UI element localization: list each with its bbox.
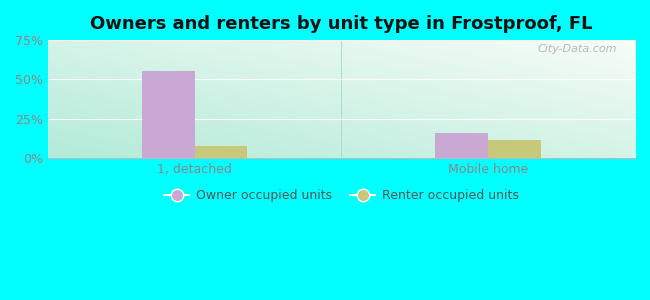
Title: Owners and renters by unit type in Frostproof, FL: Owners and renters by unit type in Frost… (90, 15, 593, 33)
Bar (194, 146, 248, 158)
Bar (488, 140, 541, 158)
Legend: Owner occupied units, Renter occupied units: Owner occupied units, Renter occupied un… (159, 184, 523, 208)
Bar (142, 71, 194, 158)
Bar (436, 133, 488, 158)
Text: City-Data.com: City-Data.com (538, 44, 617, 54)
